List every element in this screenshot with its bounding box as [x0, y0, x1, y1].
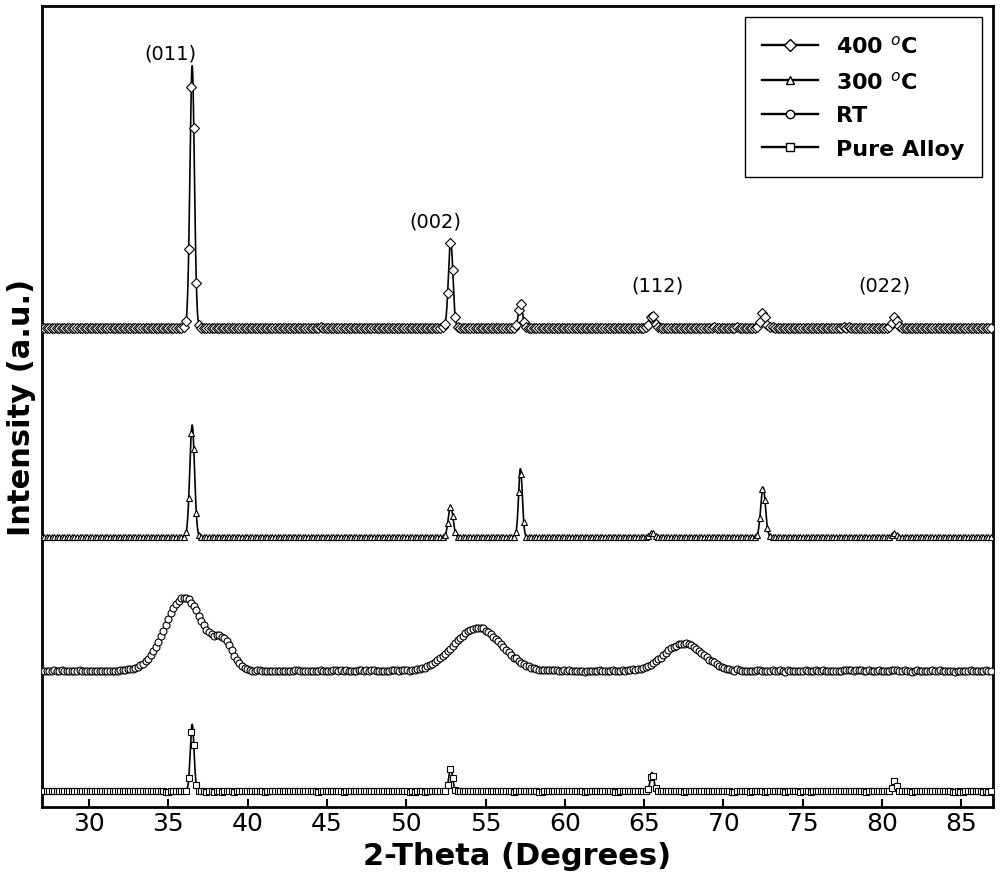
- Legend: 400 $^o$C, 300 $^o$C, RT, Pure Alloy: 400 $^o$C, 300 $^o$C, RT, Pure Alloy: [745, 18, 982, 177]
- X-axis label: 2-Theta (Degrees): 2-Theta (Degrees): [363, 841, 671, 870]
- Y-axis label: Intensity (a.u.): Intensity (a.u.): [7, 278, 36, 535]
- Text: (002): (002): [409, 212, 461, 232]
- Text: (022): (022): [858, 276, 910, 295]
- Text: (112): (112): [631, 276, 684, 295]
- Text: (011): (011): [145, 44, 197, 63]
